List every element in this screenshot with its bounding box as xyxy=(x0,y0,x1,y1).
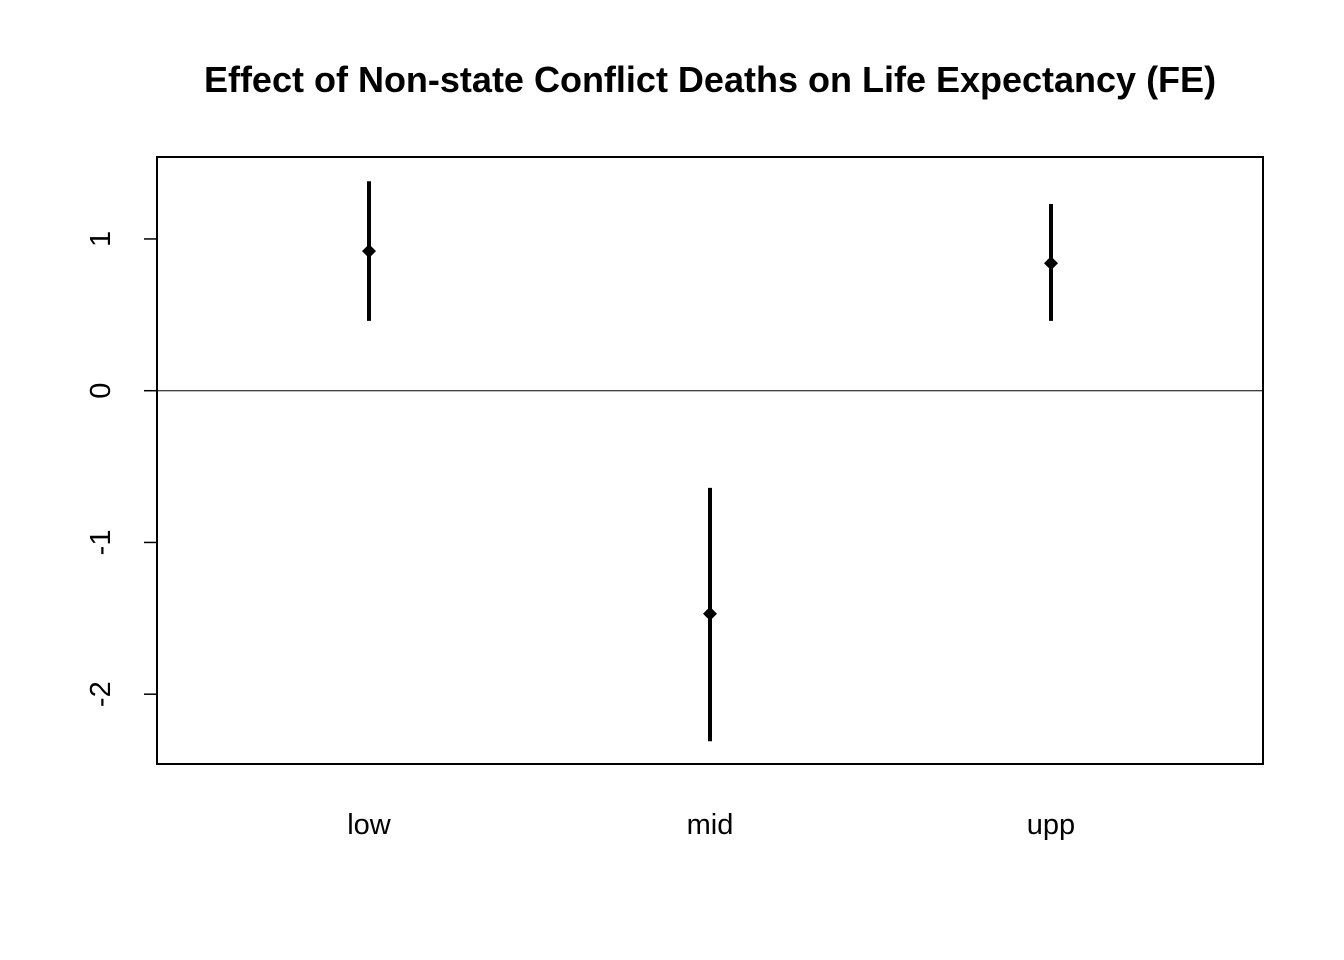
x-tick-label: mid xyxy=(687,809,734,841)
point-estimate-marker xyxy=(1044,256,1058,271)
y-tick-label: -2 xyxy=(85,681,117,707)
x-tick-label: upp xyxy=(1027,809,1075,841)
x-tick-label: low xyxy=(347,809,392,841)
point-estimate-marker xyxy=(362,244,376,259)
y-tick-label: 1 xyxy=(85,231,117,247)
chart-title: Effect of Non-state Conflict Deaths on L… xyxy=(203,59,1217,100)
y-tick-label: -1 xyxy=(85,530,117,556)
plot-frame xyxy=(156,156,1264,765)
y-tick-label: 0 xyxy=(85,383,117,399)
point-estimate-marker xyxy=(703,606,717,621)
